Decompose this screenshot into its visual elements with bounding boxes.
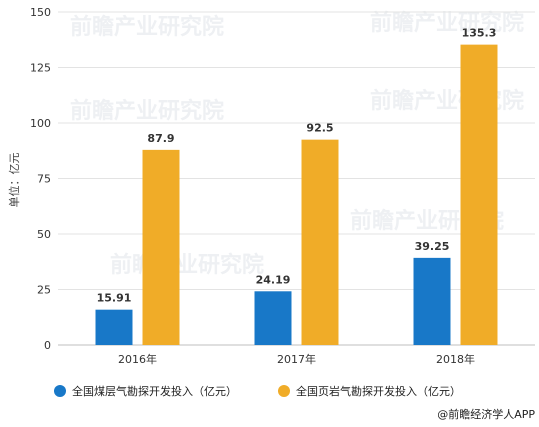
y-tick-label: 125 (30, 62, 51, 75)
bar-shale-gas (301, 139, 339, 345)
y-tick-labels: 0 25 50 75 100 125 150 (30, 6, 51, 352)
y-axis-label: 单位：亿元 (7, 153, 21, 208)
data-label: 87.9 (147, 132, 174, 145)
x-tick-labels: 2016年 2017年 2018年 (118, 352, 475, 366)
y-tick-label: 0 (44, 339, 51, 352)
data-labels: 15.91 87.9 24.19 92.5 39.25 135.3 (97, 27, 497, 305)
watermark-text: 前瞻产业研究院 (370, 10, 524, 36)
x-tick-label: 2017年 (277, 352, 316, 366)
bar-shale-gas (460, 44, 498, 345)
bar-shale-gas (142, 149, 180, 345)
bar-coalbed-gas (95, 309, 133, 345)
gridlines (58, 11, 535, 346)
bar-coalbed-gas (413, 257, 451, 345)
y-tick-label: 50 (37, 228, 51, 241)
bars (95, 44, 498, 345)
data-label: 15.91 (97, 292, 132, 305)
x-tick-label: 2018年 (436, 352, 475, 366)
data-label: 24.19 (256, 273, 291, 286)
watermark-text: 前瞻产业研究院 (70, 14, 224, 40)
legend: 全国煤层气勘探开发投入（亿元） 全国页岩气勘探开发投入（亿元） (54, 384, 461, 398)
source-note: @前瞻经济学人APP (437, 407, 535, 421)
legend-label: 全国煤层气勘探开发投入（亿元） (72, 384, 237, 398)
y-tick-label: 25 (37, 284, 51, 297)
watermark-text: 前瞻产业研究院 (70, 98, 224, 124)
data-label: 39.25 (415, 240, 450, 253)
legend-label: 全国页岩气勘探开发投入（亿元） (296, 384, 461, 398)
watermark-text: 前瞻产业研究院 (370, 88, 524, 114)
data-label: 135.3 (462, 27, 497, 40)
y-tick-label: 150 (30, 6, 51, 19)
legend-marker (278, 385, 290, 397)
watermark-text: 前瞻产业研究院 (110, 252, 264, 278)
y-tick-label: 75 (37, 173, 51, 186)
y-tick-label: 100 (30, 117, 51, 130)
x-tick-label: 2016年 (118, 352, 157, 366)
legend-marker (54, 385, 66, 397)
data-label: 92.5 (306, 122, 333, 135)
bar-coalbed-gas (254, 291, 292, 345)
